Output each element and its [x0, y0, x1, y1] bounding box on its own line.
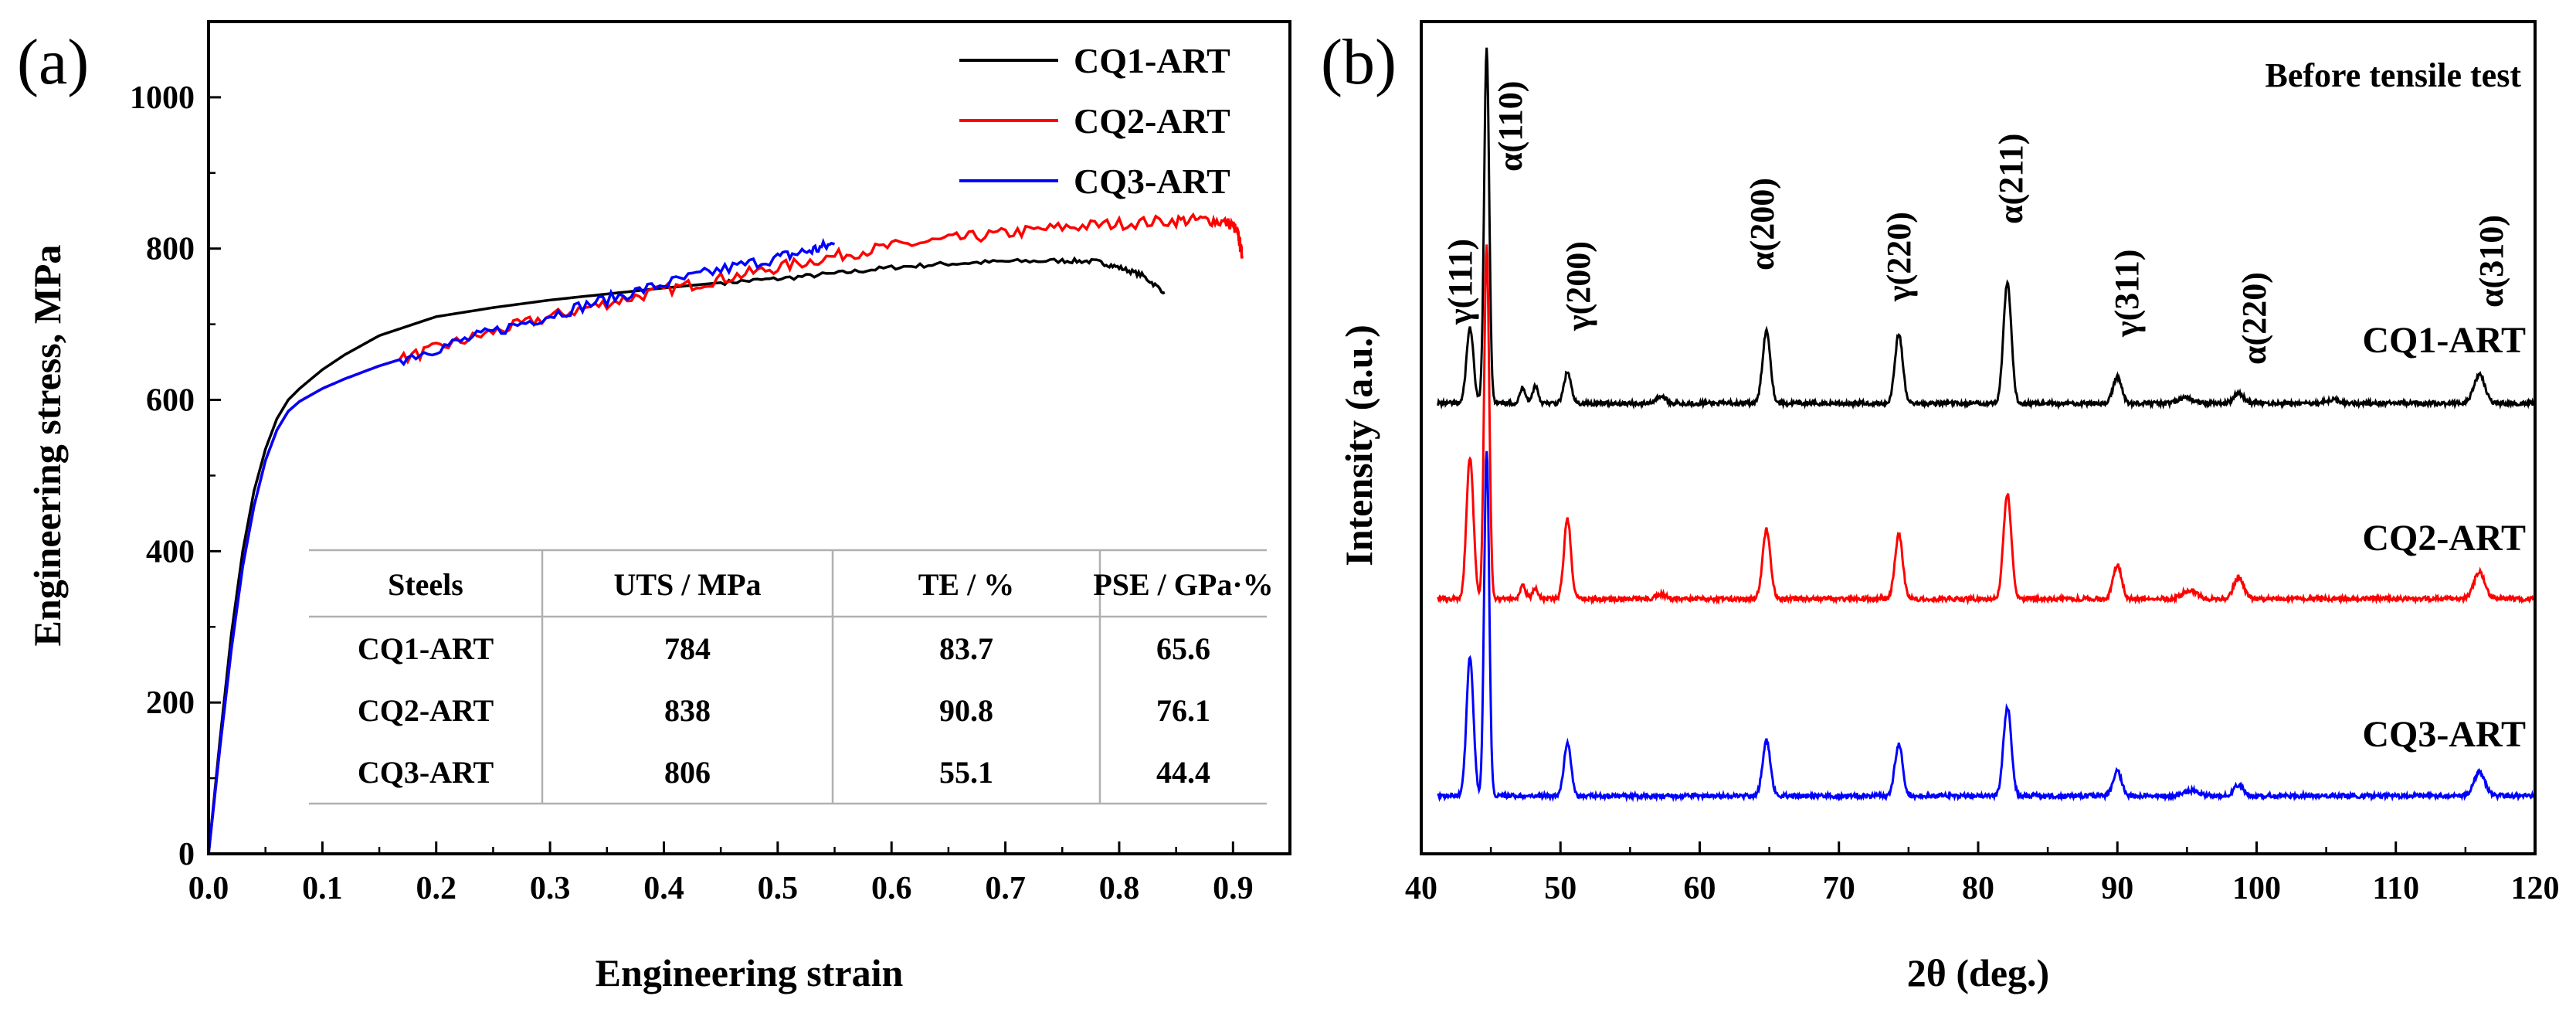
- xrd-cq1-art: [1437, 47, 2537, 410]
- legend-entry: CQ1-ART: [1074, 41, 1230, 80]
- x-tick-label: 70: [1823, 871, 1855, 906]
- y-tick-label: 0: [178, 837, 195, 872]
- series-label: CQ3-ART: [2362, 714, 2526, 755]
- table-header-cell: Steels: [388, 567, 463, 602]
- x-tick-label: 0.6: [871, 871, 912, 906]
- peak-labels: γ(111) α(110) γ(200) α(200) γ(220) α(211) γ(31…: [1441, 81, 2510, 365]
- peak-label: γ(200): [1560, 241, 1597, 331]
- peak-label: γ(111): [1441, 239, 1479, 325]
- table-header-cell: PSE / GPa·%: [1093, 567, 1273, 602]
- x-tick-label: 0.5: [758, 871, 799, 906]
- panel-a-plot-frame: [207, 20, 1291, 855]
- peak-label: α(110): [1492, 81, 1529, 172]
- xrd-patterns: [1437, 47, 2537, 803]
- peak-label: α(200): [1743, 178, 1781, 270]
- panel-b-x-axis-title: 2θ (deg.): [1907, 951, 2049, 994]
- table-header-cell: UTS / MPa: [613, 567, 761, 602]
- legend-entry: CQ2-ART: [1074, 101, 1230, 141]
- y-tick-label: 600: [146, 383, 195, 419]
- xrd-cq2-art: [1437, 244, 2536, 606]
- table-cell: 65.6: [1156, 631, 1210, 666]
- table-cell: 90.8: [939, 693, 993, 728]
- x-tick-label: 0.4: [643, 871, 684, 906]
- legend: CQ1-ART CQ2-ART CQ3-ART: [959, 41, 1230, 201]
- series-labels: CQ1-ART CQ2-ART CQ3-ART: [2362, 320, 2526, 755]
- xrd-cq3-art: [1437, 450, 2537, 803]
- panel-a-label: (a): [17, 26, 89, 98]
- peak-label: γ(220): [1880, 212, 1918, 302]
- table-cell: 838: [664, 693, 711, 728]
- panel-b-ticks: 40 50 60 70 80 90 100 110 120: [1405, 841, 2560, 906]
- x-tick-label: 110: [2372, 871, 2419, 906]
- properties-table: Steels UTS / MPa TE / % PSE / GPa·% CQ1-ART 7…: [309, 549, 1274, 805]
- x-tick-label: 80: [1962, 871, 1994, 906]
- peak-label: γ(311): [2108, 250, 2146, 338]
- table-cell: CQ2-ART: [358, 693, 494, 728]
- y-tick-label: 1000: [130, 80, 195, 116]
- curve-cq3-art: [207, 237, 835, 855]
- x-tick-label: 120: [2511, 871, 2560, 906]
- series-label: CQ1-ART: [2362, 320, 2526, 361]
- table-cell: 784: [664, 631, 711, 666]
- table-cell: 83.7: [939, 631, 993, 666]
- x-tick-label: 0.7: [985, 871, 1026, 906]
- peak-label: α(310): [2472, 215, 2510, 308]
- x-tick-label: 90: [2101, 871, 2133, 906]
- panel-b-xrd: (b) 40 50 60 70 80 90 100 110 120 γ(111)α(110)γ(…: [1321, 20, 2560, 994]
- x-tick-label: 100: [2232, 871, 2281, 906]
- panel-b-y-axis-title: Intensity (a.u.): [1337, 325, 1380, 566]
- table-cell: CQ3-ART: [358, 755, 494, 790]
- table-cell: CQ1-ART: [358, 631, 494, 666]
- x-tick-label: 40: [1405, 871, 1437, 906]
- x-tick-label: 0.0: [188, 871, 229, 906]
- x-tick-label: 0.1: [302, 871, 343, 906]
- panel-b-label: (b): [1321, 26, 1397, 98]
- peak-label: α(220): [2235, 272, 2273, 365]
- y-tick-label: 800: [146, 232, 195, 267]
- table-header-cell: TE / %: [918, 567, 1014, 602]
- table-cell: 55.1: [939, 755, 993, 790]
- panel-a-ticks: 0.0 0.1 0.2 0.3 0.4 0.5 0.6 0.7 0.8 0.9 0 200 400 600…: [130, 80, 1291, 906]
- y-tick-label: 200: [146, 685, 195, 721]
- x-tick-label: 50: [1544, 871, 1576, 906]
- panel-a-stress-strain: (a) 0.0 0.1 0.2 0.3 0.4 0.5 0.6 0.7 0.8 0.9 0 200 40…: [17, 20, 1291, 994]
- legend-entry: CQ3-ART: [1074, 161, 1230, 201]
- table-cell: 44.4: [1156, 755, 1210, 790]
- stress-strain-curves: [207, 212, 1244, 855]
- series-label: CQ2-ART: [2362, 518, 2526, 559]
- x-tick-label: 0.9: [1213, 871, 1254, 906]
- peak-label: α(211): [1992, 134, 2030, 224]
- x-tick-label: 0.3: [530, 871, 571, 906]
- x-tick-label: 60: [1684, 871, 1716, 906]
- table-cell: 76.1: [1156, 693, 1210, 728]
- x-tick-label: 0.2: [416, 871, 456, 906]
- panel-b-note: Before tensile test: [2265, 56, 2521, 94]
- table-cell: 806: [664, 755, 711, 790]
- panel-a-x-axis-title: Engineering strain: [596, 951, 904, 994]
- curve-cq1-art: [207, 256, 1166, 855]
- x-tick-label: 0.8: [1099, 871, 1140, 906]
- panel-a-y-axis-title: Engineering stress, MPa: [25, 245, 69, 647]
- y-tick-label: 400: [146, 534, 195, 569]
